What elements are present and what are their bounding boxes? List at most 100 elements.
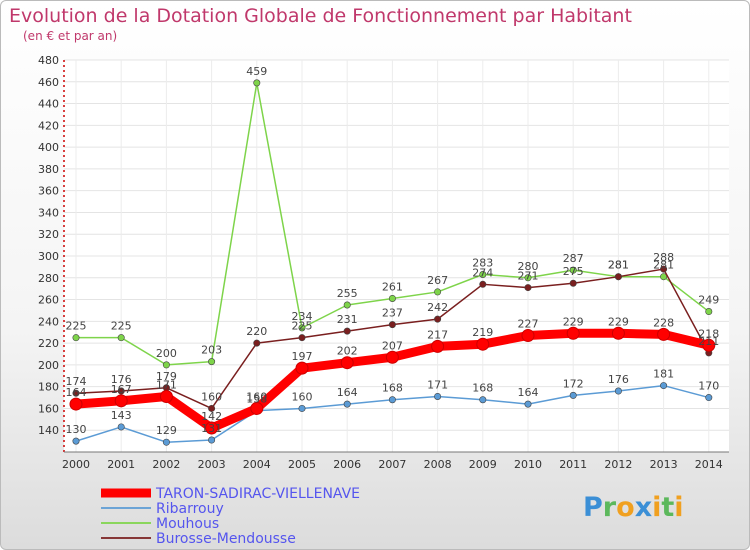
data-point [702, 338, 716, 352]
data-label: 231 [337, 313, 358, 326]
data-label: 242 [427, 301, 448, 314]
data-point [388, 396, 396, 404]
data-point [434, 288, 442, 296]
data-point [660, 273, 668, 281]
data-point [657, 327, 671, 341]
data-label: 287 [563, 252, 584, 265]
x-tick-label: 2003 [198, 458, 226, 471]
data-point [385, 350, 399, 364]
data-label: 261 [382, 280, 403, 293]
y-tick-label: 180 [38, 381, 59, 394]
chart-title: Evolution de la Dotation Globale de Fonc… [9, 5, 632, 27]
data-point [566, 326, 580, 340]
data-label: 160 [246, 390, 267, 403]
data-label: 275 [563, 265, 584, 278]
data-point [208, 404, 216, 412]
data-point [434, 392, 442, 400]
y-tick-label: 400 [38, 141, 59, 154]
data-label: 160 [292, 390, 313, 403]
data-label: 225 [66, 320, 87, 333]
data-point [434, 315, 442, 323]
data-point [117, 387, 125, 395]
data-label: 229 [563, 315, 584, 328]
data-point [614, 273, 622, 281]
data-point [253, 79, 261, 87]
x-tick-label: 2007 [378, 458, 406, 471]
data-point [343, 301, 351, 309]
data-label: 219 [472, 326, 493, 339]
data-point [162, 438, 170, 446]
data-point [340, 356, 354, 370]
x-tick-label: 2010 [514, 458, 542, 471]
x-tick-label: 2004 [243, 458, 271, 471]
data-point [388, 294, 396, 302]
data-label: 171 [427, 378, 448, 391]
data-label: 164 [66, 386, 87, 399]
data-point [72, 334, 80, 342]
data-point [660, 382, 668, 390]
data-point [524, 284, 532, 292]
data-point [569, 279, 577, 287]
data-label: 228 [653, 316, 674, 329]
y-tick-label: 340 [38, 206, 59, 219]
data-point [431, 339, 445, 353]
data-point [72, 389, 80, 397]
y-tick-label: 460 [38, 76, 59, 89]
data-label: 129 [156, 424, 177, 437]
x-tick-label: 2000 [62, 458, 90, 471]
data-label: 168 [382, 382, 403, 395]
y-tick-label: 280 [38, 272, 59, 285]
data-point [614, 387, 622, 395]
data-point [611, 326, 625, 340]
data-label: 281 [608, 259, 629, 272]
data-point [295, 361, 309, 375]
data-point [343, 400, 351, 408]
y-tick-label: 140 [38, 424, 59, 437]
y-tick-label: 440 [38, 98, 59, 111]
data-label: 211 [698, 335, 719, 348]
y-tick-label: 260 [38, 294, 59, 307]
y-tick-label: 320 [38, 228, 59, 241]
data-label: 237 [382, 307, 403, 320]
x-tick-label: 2005 [288, 458, 316, 471]
data-label: 131 [201, 422, 222, 435]
chart-subtitle: (en € et par an) [23, 29, 118, 43]
data-label: 160 [201, 390, 222, 403]
data-point [298, 404, 306, 412]
data-label: 170 [698, 380, 719, 393]
data-label: 220 [246, 325, 267, 338]
data-point [569, 266, 577, 274]
data-point [253, 339, 261, 347]
proxiti-logo: Proxiti [583, 492, 684, 523]
legend-label: Ribarrouy [156, 501, 224, 517]
data-label: 130 [66, 423, 87, 436]
data-label: 181 [653, 368, 674, 381]
data-label: 267 [427, 274, 448, 287]
data-point [162, 361, 170, 369]
data-label: 203 [201, 344, 222, 357]
data-label: 280 [518, 260, 539, 273]
data-point [298, 334, 306, 342]
data-label: 207 [382, 339, 403, 352]
data-point [705, 394, 713, 402]
data-label: 168 [472, 382, 493, 395]
data-point [114, 394, 128, 408]
data-label: 142 [201, 410, 222, 423]
data-label: 274 [472, 266, 493, 279]
x-tick-label: 2014 [695, 458, 723, 471]
x-tick-label: 2001 [107, 458, 135, 471]
data-point [250, 401, 264, 415]
data-label: 174 [66, 375, 87, 388]
data-label: 227 [518, 317, 539, 330]
x-tick-label: 2011 [559, 458, 587, 471]
data-point [117, 423, 125, 431]
data-point [298, 324, 306, 332]
data-label: 171 [156, 378, 177, 391]
data-point [69, 397, 83, 411]
data-label: 202 [337, 345, 358, 358]
x-tick-label: 2013 [650, 458, 678, 471]
data-label: 255 [337, 287, 358, 300]
data-label: 143 [111, 409, 132, 422]
